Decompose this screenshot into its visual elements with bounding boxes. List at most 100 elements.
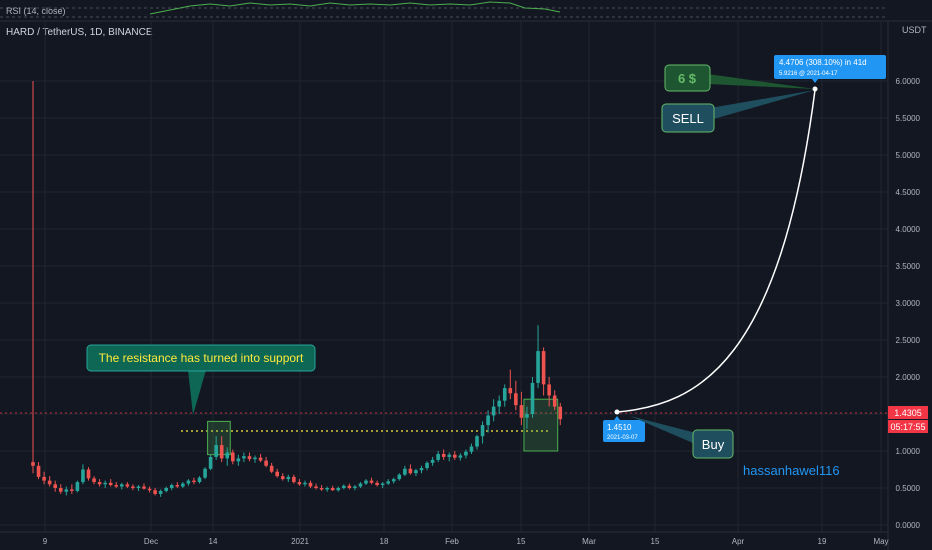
candle (253, 455, 257, 463)
rsi-pane: RSI (14, close) (0, 1, 888, 18)
measure-top-change: 4.4706 (308.10%) in 41d (779, 58, 867, 67)
sell-callout: SELL (661, 90, 815, 133)
candle (214, 436, 218, 460)
candle (36, 462, 41, 480)
candle (458, 453, 463, 461)
price-axis: 6.0000 5.5000 5.0000 4.5000 4.0000 3.5000 3.00… (887, 21, 921, 550)
candle (158, 489, 163, 497)
candle (519, 391, 524, 426)
time-tick-label: 19 (818, 537, 827, 546)
candle (447, 452, 452, 462)
rsi-label: RSI (14, close) (6, 6, 66, 16)
candle (208, 454, 213, 471)
candle (430, 456, 435, 466)
resistance-callout: The resistance has turned into support (86, 344, 316, 415)
time-tick-label: Feb (445, 537, 459, 546)
candle (469, 443, 474, 454)
current-price-badge: 1.4305 05:17:55 (888, 406, 928, 433)
candle (64, 486, 69, 496)
candle (530, 377, 535, 418)
measure-label-bottom: 1.4510 2021-03-07 (603, 416, 645, 442)
candle (153, 488, 157, 496)
time-tick-label: 18 (380, 537, 389, 546)
candle (347, 483, 352, 490)
time-tick-label: Dec (144, 537, 158, 546)
price-tick-label: 5.5000 (896, 114, 921, 123)
candle (47, 476, 52, 487)
highlight-box (523, 398, 559, 452)
buy-callout: Buy (630, 416, 734, 459)
candle (453, 451, 457, 460)
candle (308, 480, 313, 488)
candle (397, 473, 402, 481)
candle (242, 452, 246, 463)
candle (514, 380, 518, 411)
candle (486, 410, 490, 433)
candle (475, 434, 479, 450)
candle (219, 436, 224, 463)
measure-bottom-date: 2021-03-07 (607, 435, 638, 441)
candle (480, 421, 485, 444)
measure-label-top: 4.4706 (308.10%) in 41d 5.9216 @ 2021-04… (774, 55, 886, 83)
time-axis: 9 Dec 14 2021 18 Feb 15 Mar 15 Apr 19 May (0, 531, 889, 546)
candle (502, 384, 507, 407)
candle (303, 480, 307, 487)
candle (541, 347, 546, 396)
candle (247, 452, 252, 462)
candle (42, 471, 46, 485)
candle (269, 462, 274, 474)
candle (497, 395, 501, 414)
candle (86, 467, 91, 481)
resistance-note: The resistance has turned into support (99, 351, 304, 365)
candle (147, 486, 152, 493)
candle (114, 482, 119, 488)
candle (508, 369, 513, 400)
price-tick-label: 1.0000 (896, 447, 921, 456)
price-tick-label: 4.5000 (896, 188, 921, 197)
measure-top-target: 5.9216 @ 2021-04-17 (779, 71, 838, 77)
measure-bottom-price: 1.4510 (607, 423, 632, 432)
target-callout: 6 $ (664, 64, 815, 92)
time-tick-label: 2021 (291, 537, 309, 546)
candle (125, 482, 130, 488)
price-tick-label: 2.5000 (896, 336, 921, 345)
author-watermark: hassanhawel116 (743, 463, 840, 478)
candle (236, 454, 241, 466)
projection-curve (616, 89, 816, 413)
candle (375, 480, 379, 487)
candle (292, 474, 296, 484)
price-tick-label: 0.0000 (896, 521, 921, 530)
candle (181, 482, 185, 488)
candle (175, 482, 180, 488)
candle (280, 473, 285, 481)
candle (464, 449, 468, 459)
highlight-box (207, 420, 231, 456)
candle (353, 485, 357, 491)
candle (408, 464, 413, 475)
candle (547, 377, 551, 407)
candle (31, 81, 35, 474)
curve-start-dot (614, 409, 620, 415)
target-label: 6 $ (678, 71, 697, 86)
candle (358, 482, 363, 488)
candle (364, 479, 368, 486)
candle (58, 484, 63, 494)
candle (425, 461, 429, 471)
time-tick-label: Apr (732, 537, 745, 546)
candle (403, 465, 407, 477)
candle (342, 484, 346, 490)
candle (536, 325, 540, 389)
candle (136, 485, 141, 491)
sell-label: SELL (672, 111, 704, 126)
currency-label: USDT (902, 25, 927, 35)
candle (314, 483, 318, 490)
candle (391, 477, 396, 484)
candle (414, 468, 418, 477)
candle (75, 480, 80, 493)
candle (275, 468, 279, 478)
candle (108, 479, 113, 487)
symbol-title: HARD / TetherUS, 1D, BINANCE (6, 27, 153, 38)
candle (258, 453, 263, 463)
candle (419, 465, 424, 474)
